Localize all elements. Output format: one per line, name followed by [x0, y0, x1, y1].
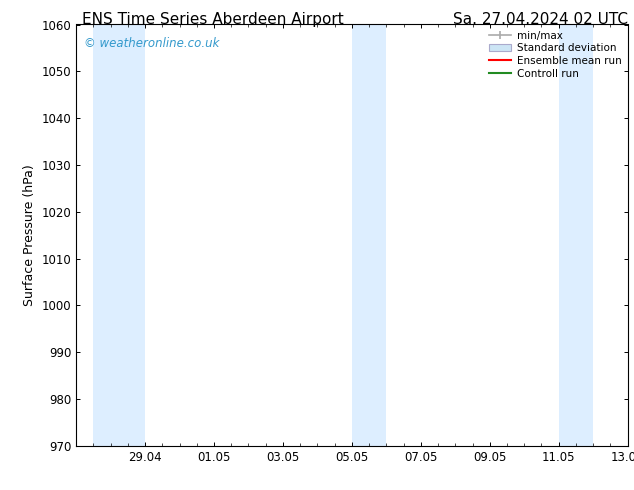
Legend: min/max, Standard deviation, Ensemble mean run, Controll run: min/max, Standard deviation, Ensemble me… [486, 27, 624, 82]
Bar [559, 24, 593, 446]
Text: Sa. 27.04.2024 02 UTC: Sa. 27.04.2024 02 UTC [453, 12, 628, 27]
Y-axis label: Surface Pressure (hPa): Surface Pressure (hPa) [23, 164, 36, 306]
Text: © weatheronline.co.uk: © weatheronline.co.uk [84, 37, 220, 50]
Bar [93, 24, 145, 446]
Bar [352, 24, 386, 446]
Text: ENS Time Series Aberdeen Airport: ENS Time Series Aberdeen Airport [82, 12, 344, 27]
